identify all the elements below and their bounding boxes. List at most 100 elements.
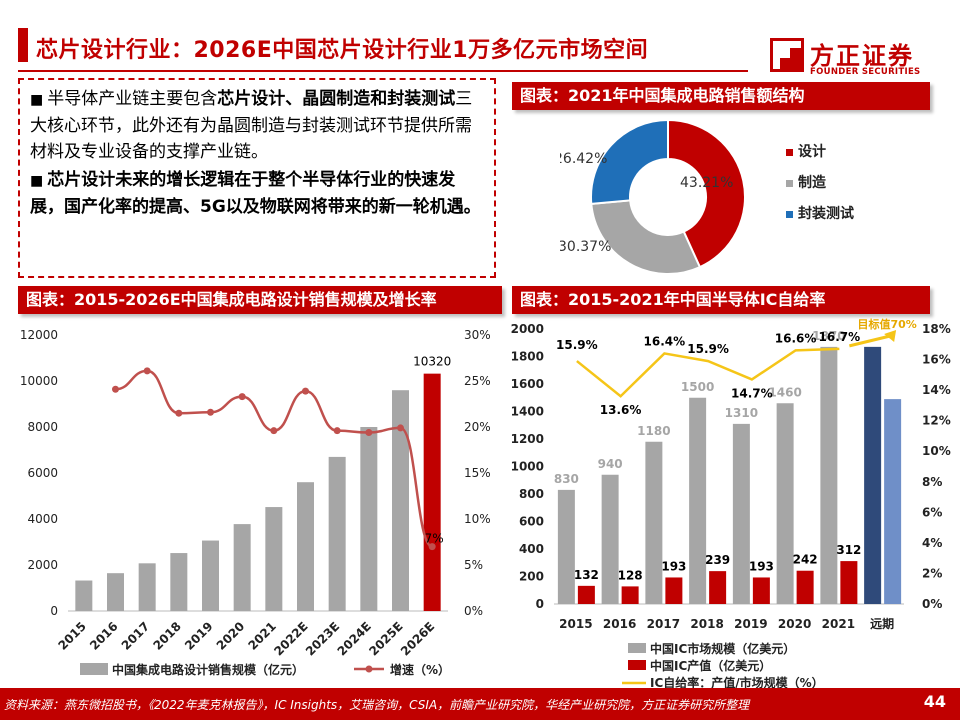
bar-value-label: 10320 xyxy=(413,355,451,369)
pie-legend-swatch xyxy=(786,149,793,156)
pie-slice-2 xyxy=(590,118,669,205)
y2-tick-label: 15% xyxy=(464,466,491,480)
growth-rate-point xyxy=(112,385,119,393)
x-tick-label: 2016 xyxy=(603,617,636,631)
y-tick-label: 2000 xyxy=(511,322,544,336)
logo-icon xyxy=(770,38,804,72)
logo-text-cn: 方正证券 xyxy=(810,42,914,70)
design-sales-bar xyxy=(297,482,314,611)
ic-output-bar xyxy=(577,585,595,604)
market-value-label: 940 xyxy=(598,457,623,471)
design-sales-bar xyxy=(170,553,188,611)
y2-tick-label: 16% xyxy=(922,353,951,367)
design-sales-bar xyxy=(233,524,251,611)
rate-value-label: 16.4% xyxy=(644,334,686,348)
forward-market-bar xyxy=(864,346,882,604)
ic-market-bar xyxy=(776,403,794,604)
x-tick-label: 2024E xyxy=(335,619,374,658)
target-label: 目标值70% xyxy=(857,317,916,331)
x-tick-label: 2019 xyxy=(182,619,216,653)
x-tick-label: 2017 xyxy=(119,619,153,653)
square-bullet-icon: ■ xyxy=(30,92,44,108)
output-value-label: 312 xyxy=(836,543,861,557)
x-tick-label: 2023E xyxy=(303,619,342,658)
growth-rate-point xyxy=(270,427,278,435)
growth-rate-point xyxy=(333,427,341,435)
y2-tick-label: 8% xyxy=(922,475,942,489)
summary-paragraph-2: ■ 芯片设计未来的增长逻辑在于整个半导体行业的快速发展，国产化率的提高、5G以及物… xyxy=(30,170,481,217)
y-tick-label: 0 xyxy=(50,604,58,618)
ic-market-bar xyxy=(601,474,619,604)
self-sufficiency-line xyxy=(576,347,840,398)
output-value-label: 128 xyxy=(618,568,643,582)
rate-value-label: 13.6% xyxy=(600,403,642,417)
output-value-label: 193 xyxy=(661,559,686,573)
x-tick-label: 2017 xyxy=(647,617,680,631)
growth-rate-point xyxy=(428,543,436,551)
ic-output-bar xyxy=(796,570,814,604)
y2-tick-label: 18% xyxy=(922,322,951,336)
y2-tick-label: 0% xyxy=(922,597,942,611)
y-tick-label: 200 xyxy=(519,570,544,584)
x-tick-label: 2025E xyxy=(366,619,405,658)
y2-tick-label: 5% xyxy=(464,558,483,572)
legend-swatch-output xyxy=(628,660,646,670)
y2-tick-label: 12% xyxy=(922,414,951,428)
pie-legend-label: 设计 xyxy=(798,143,826,160)
ic-output-bar xyxy=(840,561,858,604)
x-tick-label: 2015 xyxy=(55,619,89,653)
summary-paragraph-1: ■ 半导体产业链主要包含芯片设计、晶圆制造和封装测试三大核心环节，此外还有为晶圆制… xyxy=(30,89,473,162)
forward-output-bar xyxy=(884,399,902,604)
output-value-label: 193 xyxy=(749,559,774,573)
pie-legend-swatch xyxy=(786,211,793,218)
x-tick-label: 2018 xyxy=(150,619,184,653)
growth-rate-line xyxy=(115,369,433,548)
x-tick-label: 2021 xyxy=(822,617,855,631)
rate-value-label: 14.7% xyxy=(731,386,773,400)
summary-textbox: ■ 半导体产业链主要包含芯片设计、晶圆制造和封装测试三大核心环节，此外还有为晶圆制… xyxy=(18,78,496,278)
legend-swatch-bar xyxy=(80,663,108,675)
square-bullet-icon: ■ xyxy=(30,173,44,189)
market-value-label: 1870 xyxy=(812,329,845,343)
design-sales-bar xyxy=(265,507,283,611)
footer-bar xyxy=(0,690,960,720)
pie-legend-label: 封装测试 xyxy=(798,205,854,222)
title-underline xyxy=(18,70,748,72)
company-logo: 方正证券 FOUNDER SECURITIES xyxy=(770,34,945,80)
y-tick-label: 1800 xyxy=(511,350,544,364)
pie-legend-swatch xyxy=(786,180,793,187)
ic-market-bar xyxy=(689,397,707,604)
growth-rate-point xyxy=(143,367,151,375)
y-tick-label: 0 xyxy=(536,597,544,611)
legend-swatch-point xyxy=(365,665,373,673)
x-tick-label: 2020 xyxy=(778,617,811,631)
market-value-label: 1500 xyxy=(681,380,714,394)
growth-rate-point xyxy=(238,393,246,401)
legend-label: 中国集成电路设计销售规模（亿元） xyxy=(112,662,304,677)
y2-tick-label: 0% xyxy=(464,604,483,618)
y-tick-label: 600 xyxy=(519,515,544,529)
growth-rate-point xyxy=(302,387,309,395)
ic-output-bar xyxy=(665,577,683,604)
design-sales-bar xyxy=(202,540,219,611)
y-tick-label: 1000 xyxy=(511,460,544,474)
market-value-label: 1460 xyxy=(768,385,801,399)
y2-tick-label: 30% xyxy=(464,328,491,342)
source-note: 资料来源：燕东微招股书，《2022年麦克林报告》，IC Insights，艾瑞咨… xyxy=(4,698,750,712)
growth-rate-point xyxy=(207,408,214,416)
y-tick-label: 400 xyxy=(519,542,544,556)
design-sales-bar xyxy=(360,427,378,611)
market-value-label: 1310 xyxy=(725,406,758,420)
ic-market-bar xyxy=(645,441,663,604)
y2-tick-label: 2% xyxy=(922,566,942,580)
design-sales-bar xyxy=(392,390,409,611)
y-tick-label: 8000 xyxy=(27,420,58,434)
y2-tick-label: 14% xyxy=(922,383,951,397)
growth-rate-point xyxy=(365,429,373,437)
y2-tick-label: 4% xyxy=(922,536,942,550)
pie-value-label: 43.21% xyxy=(680,175,733,191)
y2-tick-label: 10% xyxy=(922,444,951,458)
x-tick-label: 2018 xyxy=(690,617,723,631)
ic-market-bar xyxy=(820,346,838,604)
y2-tick-label: 25% xyxy=(464,374,491,388)
